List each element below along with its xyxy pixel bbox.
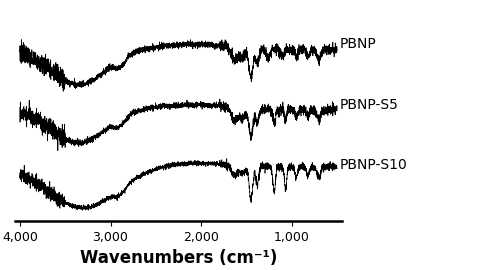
X-axis label: Wavenumbers (cm⁻¹): Wavenumbers (cm⁻¹) bbox=[80, 249, 277, 267]
Text: PBNP-S5: PBNP-S5 bbox=[340, 98, 398, 112]
Text: PBNP-S10: PBNP-S10 bbox=[340, 158, 407, 172]
Text: PBNP: PBNP bbox=[340, 38, 376, 51]
